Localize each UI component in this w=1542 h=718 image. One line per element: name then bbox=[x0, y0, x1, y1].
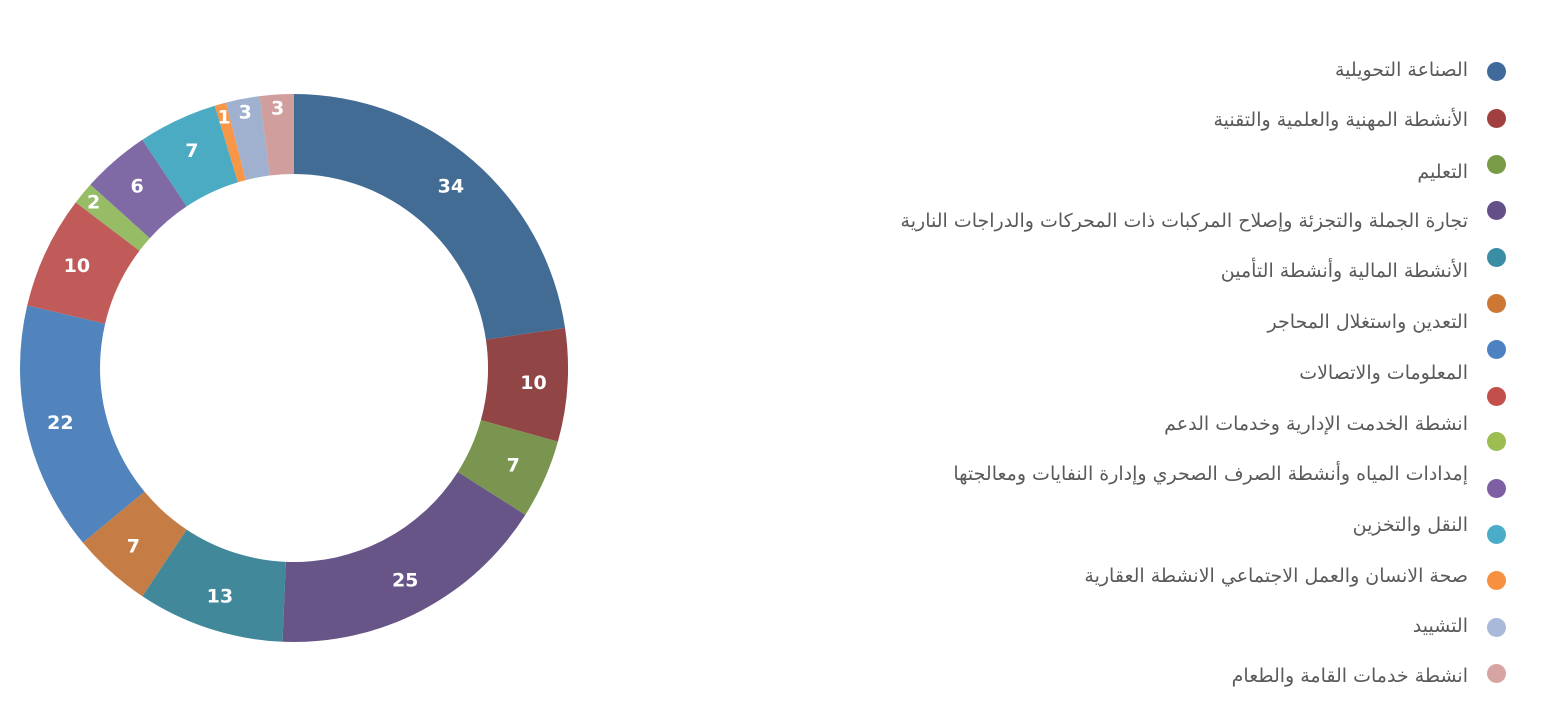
donut-slice[interactable] bbox=[27, 202, 140, 324]
donut-slice[interactable] bbox=[214, 102, 246, 183]
legend-label[interactable]: المعلومات والاتصالات bbox=[1299, 362, 1468, 384]
legend-marker-icon bbox=[1487, 340, 1506, 359]
slice-value-label: 10 bbox=[64, 255, 90, 277]
legend-marker-icon bbox=[1487, 432, 1506, 451]
legend-marker-icon bbox=[1487, 664, 1506, 683]
legend-marker-icon bbox=[1487, 571, 1506, 590]
donut-slice[interactable] bbox=[480, 327, 568, 442]
donut-slice[interactable] bbox=[142, 529, 286, 642]
slice-value-label: 3 bbox=[239, 102, 252, 124]
slice-value-label: 1 bbox=[217, 107, 230, 129]
donut-slice[interactable] bbox=[457, 420, 558, 515]
slice-value-label: 10 bbox=[520, 372, 546, 394]
slice-value-label: 2 bbox=[87, 191, 100, 213]
donut-slice[interactable] bbox=[19, 305, 145, 543]
legend-marker-icon bbox=[1487, 62, 1506, 81]
legend-label[interactable]: انشطة خدمات القامة والطعام bbox=[1231, 665, 1468, 687]
legend-marker-icon bbox=[1487, 155, 1506, 174]
slice-value-label: 34 bbox=[438, 175, 464, 197]
legend-marker-icon bbox=[1487, 387, 1506, 406]
legend-label[interactable]: الصناعة التحويلية bbox=[1334, 59, 1468, 81]
donut-slice[interactable] bbox=[75, 184, 150, 251]
slice-value-label: 22 bbox=[47, 412, 73, 434]
donut-slice[interactable] bbox=[294, 94, 566, 340]
legend-label[interactable]: التشييد bbox=[1412, 615, 1468, 637]
legend-label[interactable]: التعدين واستغلال المحاجر bbox=[1267, 311, 1468, 333]
donut-slice[interactable] bbox=[90, 139, 187, 239]
donut-slice[interactable] bbox=[142, 105, 238, 207]
slice-value-label: 7 bbox=[507, 455, 520, 477]
legend-label[interactable]: الأنشطة المهنية والعلمية والتقنية bbox=[1213, 109, 1468, 131]
donut-slice[interactable] bbox=[282, 471, 526, 642]
legend-marker-icon bbox=[1487, 248, 1506, 267]
legend-label[interactable]: تجارة الجملة والتجزئة وإصلاح المركبات ذا… bbox=[900, 210, 1468, 232]
slice-value-label: 7 bbox=[185, 140, 198, 162]
legend-label[interactable]: الأنشطة المالية وأنشطة التأمين bbox=[1220, 260, 1468, 282]
donut-slice[interactable] bbox=[259, 94, 294, 176]
legend-label[interactable]: انشطة الخدمت الإدارية وخدمات الدعم bbox=[1164, 413, 1468, 435]
legend-label[interactable]: النقل والتخزين bbox=[1352, 514, 1468, 536]
slice-value-label: 25 bbox=[392, 570, 418, 592]
legend-marker-icon bbox=[1487, 109, 1506, 128]
legend-label[interactable]: صحة الانسان والعمل الاجتماعي الانشطة الع… bbox=[1084, 565, 1468, 587]
donut-slice[interactable] bbox=[82, 491, 187, 597]
legend-marker-icon bbox=[1487, 294, 1506, 313]
slice-value-label: 7 bbox=[127, 535, 140, 557]
legend-label[interactable]: إمدادات المياه وأنشطة الصرف الصحري وإدار… bbox=[953, 463, 1468, 485]
slice-value-label: 6 bbox=[131, 175, 144, 197]
slice-value-label: 3 bbox=[271, 98, 284, 120]
legend-marker-icon bbox=[1487, 201, 1506, 220]
legend-marker-icon bbox=[1487, 479, 1506, 498]
legend-label[interactable]: التعليم bbox=[1417, 161, 1468, 183]
legend-marker-icon bbox=[1487, 525, 1506, 544]
slice-value-label: 13 bbox=[207, 585, 233, 607]
donut-slice[interactable] bbox=[225, 96, 270, 181]
donut-slices bbox=[19, 94, 568, 642]
legend-marker-icon bbox=[1487, 618, 1506, 637]
